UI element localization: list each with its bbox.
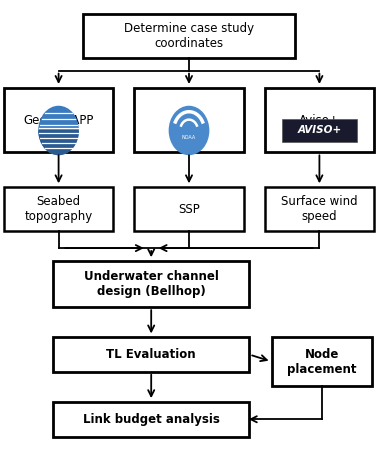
Text: Underwater channel
design (Bellhop): Underwater channel design (Bellhop) xyxy=(84,270,218,298)
FancyBboxPatch shape xyxy=(272,337,372,386)
FancyBboxPatch shape xyxy=(4,187,113,231)
Wedge shape xyxy=(39,130,78,154)
FancyBboxPatch shape xyxy=(134,88,244,152)
Circle shape xyxy=(169,106,209,154)
Text: SSP: SSP xyxy=(178,202,200,216)
Text: GeoMapAPP: GeoMapAPP xyxy=(23,114,94,127)
Text: Surface wind
speed: Surface wind speed xyxy=(281,195,358,223)
FancyBboxPatch shape xyxy=(265,187,374,231)
FancyBboxPatch shape xyxy=(265,88,374,152)
Text: AVISO+: AVISO+ xyxy=(297,126,342,135)
Text: Link budget analysis: Link budget analysis xyxy=(83,413,220,426)
FancyBboxPatch shape xyxy=(53,402,249,437)
Text: Seabed
topography: Seabed topography xyxy=(25,195,93,223)
FancyBboxPatch shape xyxy=(83,14,295,58)
Text: TL Evaluation: TL Evaluation xyxy=(106,348,196,361)
Text: Node
placement: Node placement xyxy=(288,347,357,376)
Text: Aviso+: Aviso+ xyxy=(299,114,340,127)
FancyBboxPatch shape xyxy=(4,88,113,152)
FancyBboxPatch shape xyxy=(53,337,249,372)
Text: NOAA: NOAA xyxy=(182,135,196,140)
FancyBboxPatch shape xyxy=(134,187,244,231)
Text: Determine case study
coordinates: Determine case study coordinates xyxy=(124,22,254,50)
FancyBboxPatch shape xyxy=(53,261,249,307)
Circle shape xyxy=(39,106,78,154)
Text: NOAA: NOAA xyxy=(172,114,206,127)
FancyBboxPatch shape xyxy=(282,119,357,141)
